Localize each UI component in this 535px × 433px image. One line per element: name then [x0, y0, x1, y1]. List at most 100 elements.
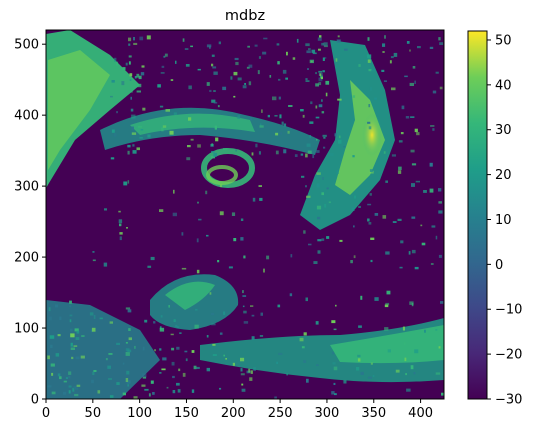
cell-0-127 [132, 144, 135, 147]
cell-1-46 [412, 66, 416, 69]
cell-0-5 [257, 70, 260, 75]
cell-3-43 [57, 334, 61, 337]
cell-1-67 [368, 69, 372, 72]
cell-4-20 [372, 375, 375, 377]
cell-1-83 [322, 177, 324, 180]
cell-0-51 [186, 157, 191, 161]
cell-1-48 [368, 126, 372, 130]
cell-3-57 [177, 389, 181, 393]
cell-1-13 [367, 203, 372, 206]
cell-4-68 [212, 343, 216, 346]
cell-0-90 [184, 48, 189, 50]
feature-lower-left-wedge [46, 300, 160, 399]
cell-4-66 [316, 364, 319, 366]
cell-4-61 [414, 349, 419, 354]
cell-1-53 [352, 95, 356, 98]
cell-4-89 [243, 321, 249, 324]
cell-0-82 [323, 146, 326, 149]
cell-1-85 [415, 180, 420, 183]
cell-3-96 [91, 379, 94, 384]
y-axis: 0 100 200 300 400 500 [14, 38, 46, 408]
cell-3-34 [63, 380, 67, 383]
cell-0-17 [307, 68, 309, 70]
cell-3-13 [193, 365, 197, 370]
cell-2-35 [150, 256, 155, 261]
cell-0-148 [142, 107, 146, 111]
cell-1-91 [338, 139, 342, 144]
cell-1-143 [401, 105, 405, 110]
cell-0-48 [244, 83, 246, 85]
cell-0-139 [279, 114, 282, 119]
cell-4-58 [315, 321, 319, 325]
cell-4-11 [402, 326, 405, 331]
cell-3-93 [127, 384, 129, 387]
cell-4-57 [305, 297, 308, 302]
cell-0-64 [212, 66, 217, 69]
cell-2-7 [126, 227, 128, 229]
cell-4-44 [211, 323, 216, 326]
cell-1-119 [369, 87, 373, 91]
cell-1-107 [354, 195, 357, 199]
cell-0-28 [210, 155, 216, 159]
cell-3-72 [176, 382, 180, 386]
cell-0-154 [325, 92, 328, 97]
cell-3-80 [50, 363, 55, 367]
cell-2-39 [119, 236, 122, 241]
cell-4-30 [395, 369, 400, 373]
cell-0-24 [267, 114, 270, 118]
cell-2-20 [217, 260, 220, 263]
cell-1-98 [429, 188, 434, 193]
cell-0-122 [161, 65, 165, 68]
cell-0-12 [169, 130, 174, 135]
cell-3-89 [70, 333, 75, 338]
cell-0-94 [250, 116, 253, 121]
x-tick-label-1: 50 [85, 406, 102, 421]
cell-1-66 [439, 42, 444, 45]
cell-1-90 [439, 86, 443, 90]
cell-4-60 [410, 365, 414, 370]
x-tick-label-4: 200 [221, 406, 246, 421]
cell-2-38 [252, 197, 256, 202]
cell-4-1 [438, 346, 441, 349]
cell-1-142 [384, 35, 386, 39]
cell-1-118 [321, 42, 325, 46]
chart-title: mdbz [225, 8, 265, 24]
cell-4-35 [241, 383, 244, 386]
cell-3-67 [195, 308, 198, 311]
cell-0-66 [281, 121, 284, 125]
cell-0-40 [138, 126, 143, 128]
cell-4-5 [240, 357, 245, 362]
cell-0-42 [305, 153, 308, 158]
colorbar-tick-label-6: 30 [495, 123, 512, 138]
cell-0-152 [175, 60, 177, 64]
cell-1-123 [411, 216, 416, 219]
cell-0-85 [277, 61, 280, 65]
cell-1-28 [435, 71, 439, 74]
feature-lower-right-band [200, 318, 444, 383]
cell-3-55 [75, 387, 79, 390]
cell-3-73 [178, 368, 181, 372]
cell-0-104 [197, 68, 201, 71]
cell-0-39 [308, 48, 311, 51]
cell-1-22 [303, 230, 306, 234]
cell-1-127 [432, 128, 435, 131]
cell-1-1 [382, 51, 385, 53]
cell-4-27 [331, 320, 336, 324]
cell-3-112 [125, 348, 130, 352]
cell-1-88 [312, 52, 317, 55]
x-tick-label-7: 350 [361, 406, 386, 421]
cell-4-21 [385, 302, 390, 306]
cell-3-12 [105, 358, 108, 361]
cell-0-45 [283, 123, 287, 127]
cell-0-68 [269, 75, 272, 78]
cell-3-88 [142, 373, 147, 377]
cell-0-159 [190, 138, 194, 141]
colorbar-tick-label-0: −30 [495, 393, 522, 408]
cell-3-2 [125, 352, 130, 356]
cell-4-84 [276, 361, 278, 364]
colorbar-tick-label-4: 10 [495, 213, 512, 228]
cell-1-120 [370, 259, 373, 263]
cell-3-29 [68, 385, 72, 388]
cell-1-149 [432, 90, 437, 94]
cell-0-8 [242, 85, 247, 89]
